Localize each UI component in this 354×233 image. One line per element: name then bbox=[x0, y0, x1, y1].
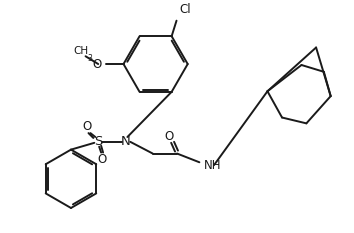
Text: O: O bbox=[93, 58, 102, 71]
Text: O: O bbox=[165, 130, 174, 143]
Text: N: N bbox=[121, 135, 130, 148]
Text: S: S bbox=[94, 135, 102, 148]
Text: NH: NH bbox=[204, 159, 222, 172]
Text: O: O bbox=[82, 120, 91, 133]
Text: 3: 3 bbox=[87, 54, 92, 63]
Text: Cl: Cl bbox=[179, 3, 191, 16]
Text: CH: CH bbox=[73, 46, 88, 56]
Text: O: O bbox=[97, 153, 107, 166]
